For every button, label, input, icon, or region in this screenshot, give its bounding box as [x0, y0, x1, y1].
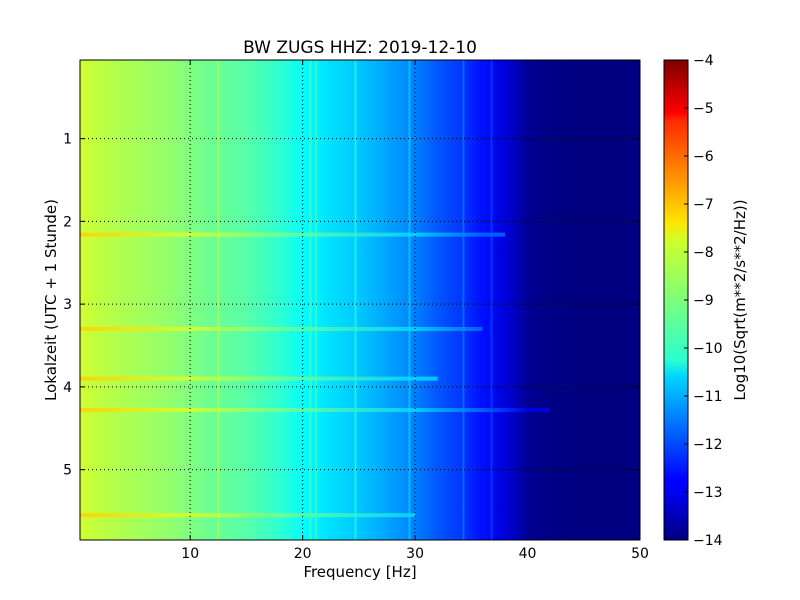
spectral-line [217, 60, 220, 540]
colorbar-ticks: −4 −5 −6 −7 −8 −9 −10 −11 −12 −13 −14 [684, 53, 723, 549]
spectrogram-plot [80, 60, 640, 540]
y-tick-label: 5 [63, 463, 72, 479]
colorbar-tick-label: −13 [693, 485, 723, 501]
spectral-line [408, 60, 411, 540]
event-band [80, 326, 483, 331]
x-tick-label: 50 [631, 546, 649, 562]
x-axis-label: Frequency [Hz] [303, 563, 416, 581]
colorbar-tick-label: −4 [693, 53, 714, 69]
colorbar-tick-label: −9 [693, 293, 714, 309]
chart-title: BW ZUGS HHZ: 2019-12-10 [243, 38, 477, 58]
colorbar-tick-label: −7 [693, 197, 714, 213]
colorbar-label: Log10(Sqrt(m**2/s**2/Hz)) [731, 199, 749, 400]
x-tick-label: 10 [181, 546, 199, 562]
event-band [80, 408, 551, 413]
grid-lines [80, 60, 640, 540]
colorbar-tick-label: −6 [693, 149, 714, 165]
x-tick-label: 20 [294, 546, 312, 562]
spectral-line [315, 60, 318, 540]
colorbar-tick-label: −11 [693, 389, 723, 405]
colorbar-tick-label: −12 [693, 437, 723, 453]
spectrogram-background [80, 60, 640, 540]
event-band [80, 232, 506, 237]
colorbar-tick-label: −14 [693, 533, 723, 549]
y-tick-label: 3 [63, 297, 72, 313]
y-axis-label: Lokalzeit (UTC + 1 Stunde) [42, 199, 60, 401]
y-tick-label: 1 [63, 132, 72, 148]
y-axis-ticks: 1 2 3 4 5 [63, 132, 640, 479]
event-band [80, 513, 416, 518]
x-axis-ticks: 10 20 30 40 50 [181, 60, 649, 562]
colorbar-tick-label: −8 [693, 245, 714, 261]
plot-frame [79, 59, 641, 541]
x-tick-label: 30 [406, 546, 424, 562]
spectral-line [309, 60, 312, 540]
spectral-line [354, 60, 357, 540]
spectral-line [490, 60, 493, 540]
event-band [80, 376, 438, 381]
spectral-line [462, 60, 465, 540]
colorbar-tick-label: −10 [693, 341, 723, 357]
x-tick-label: 40 [519, 546, 537, 562]
colorbar-tick-label: −5 [693, 101, 714, 117]
spectrogram-features [80, 60, 551, 540]
y-tick-label: 2 [63, 214, 72, 230]
y-tick-label: 4 [63, 380, 72, 396]
